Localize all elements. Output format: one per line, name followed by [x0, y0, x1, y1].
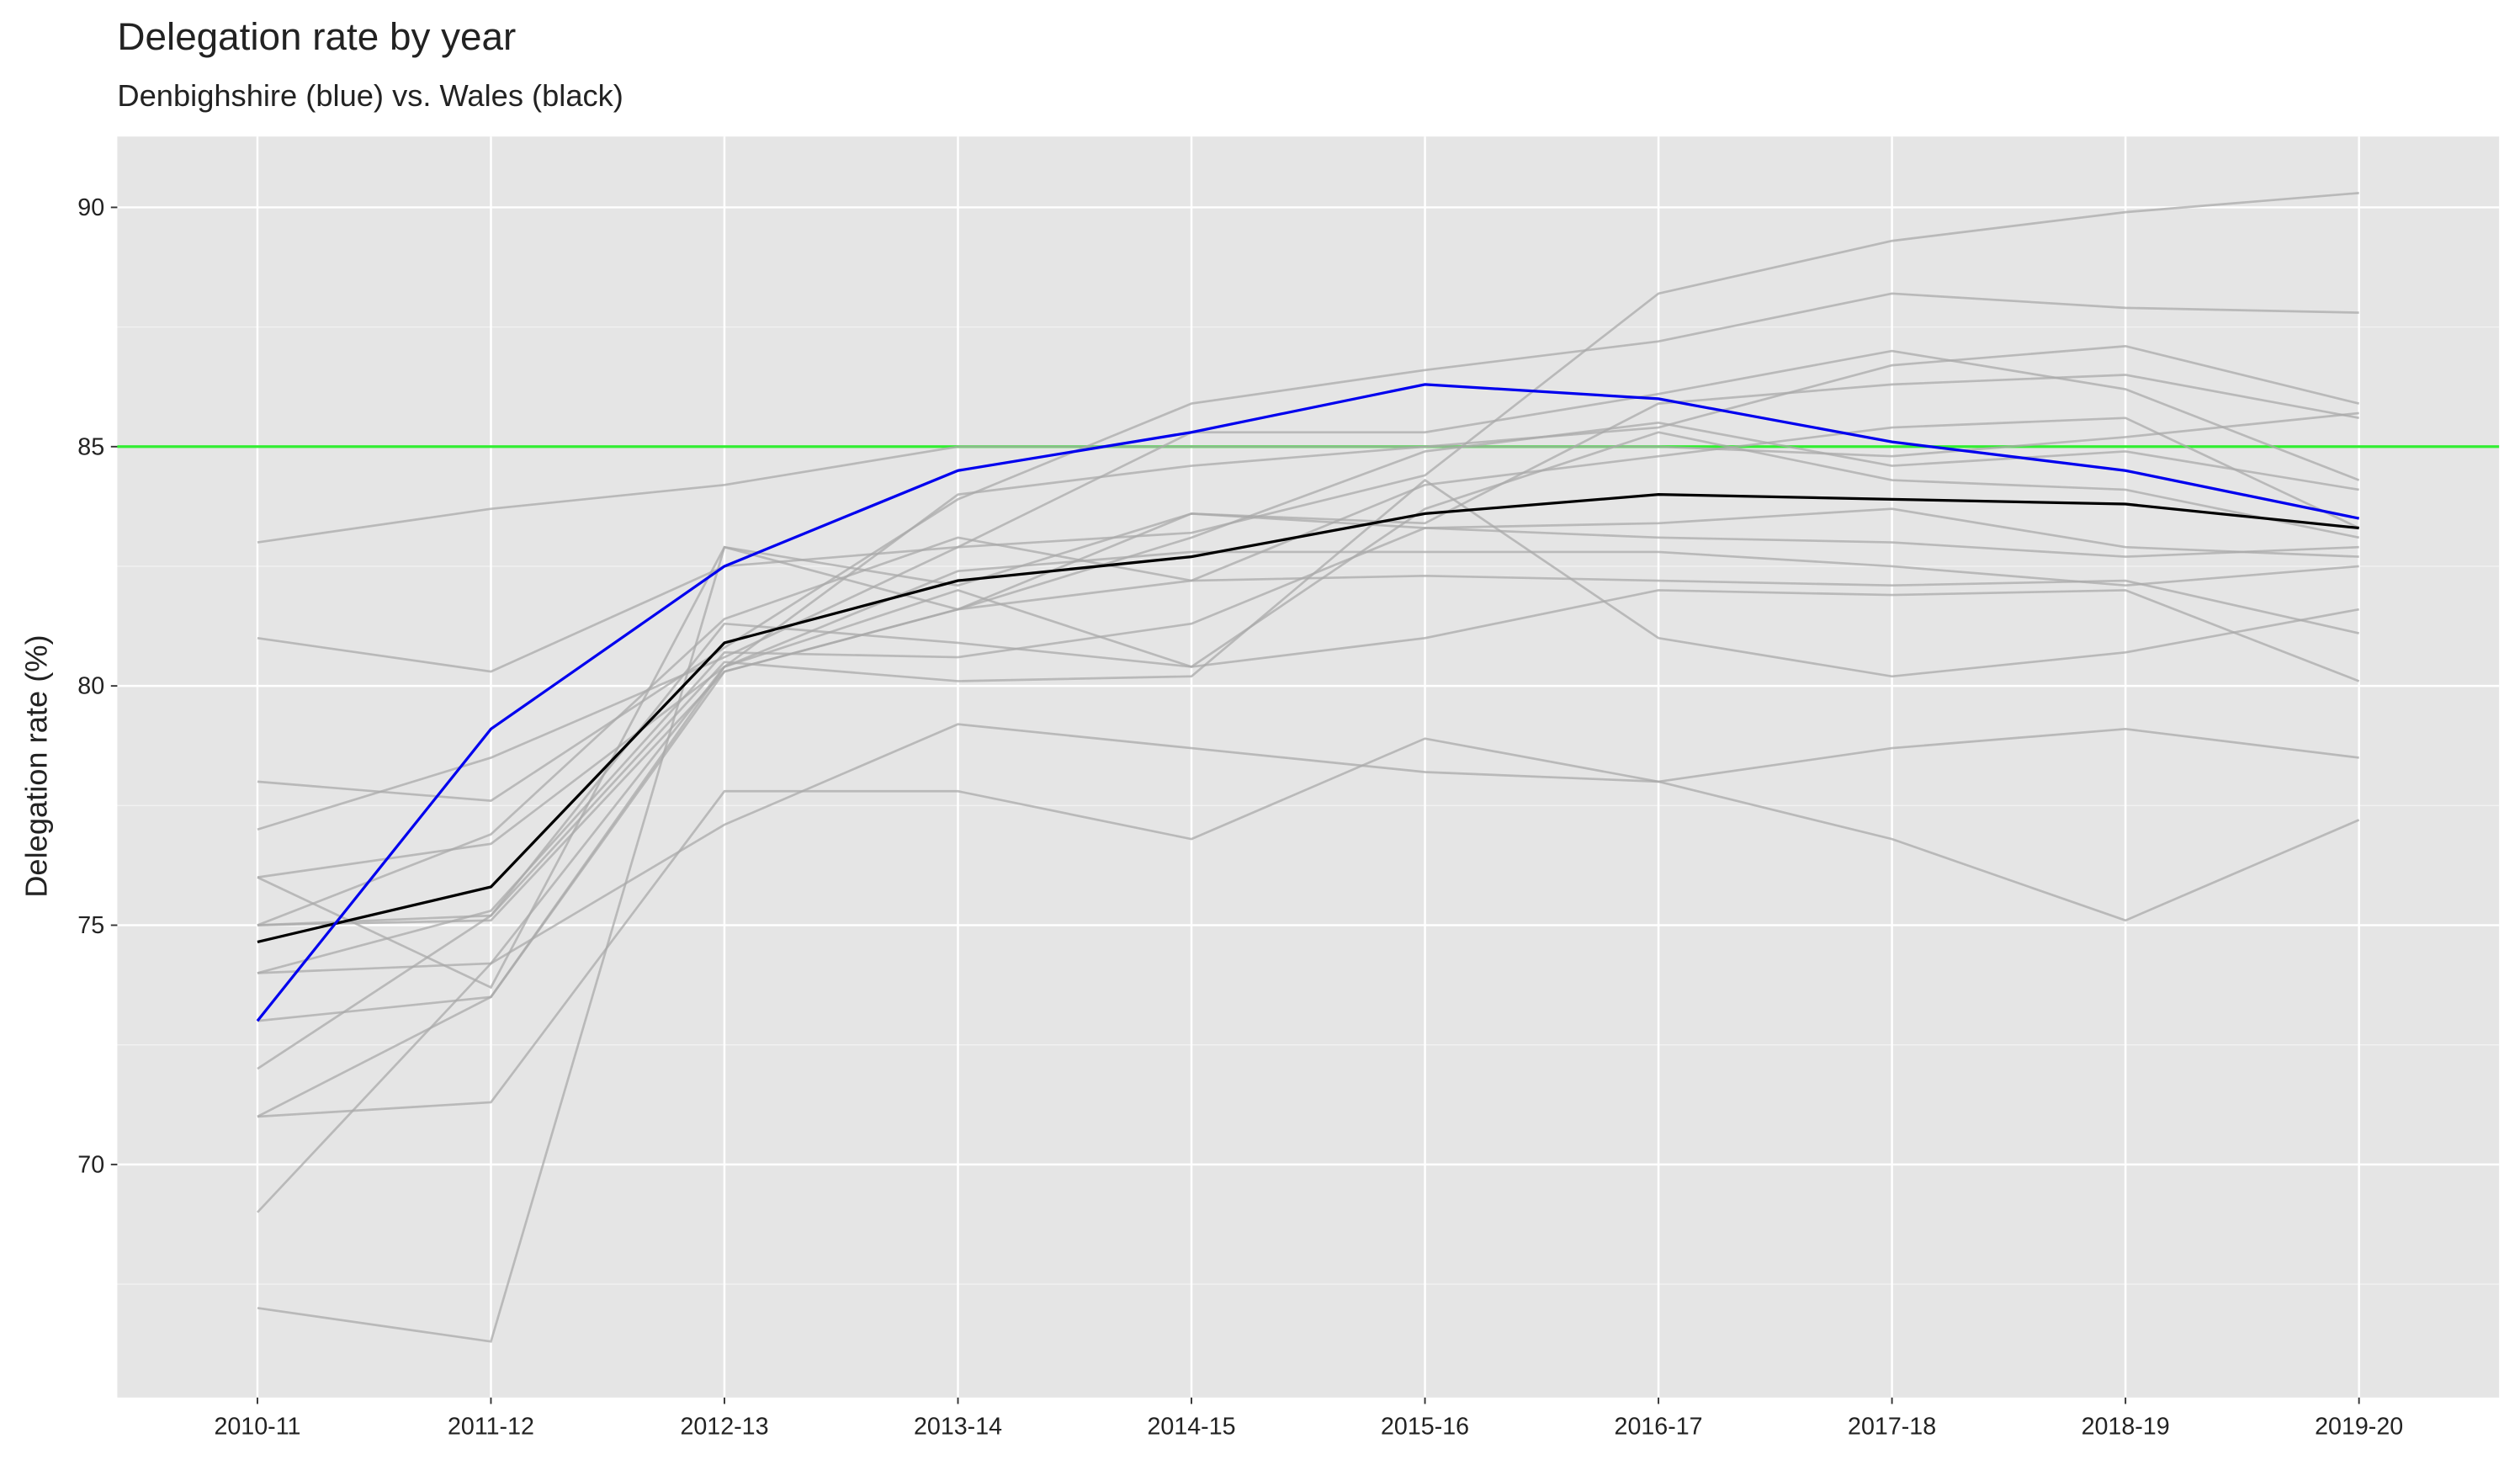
series-line	[257, 493, 2359, 943]
y-tick-label: 90	[77, 194, 104, 221]
y-tick-label: 85	[77, 433, 104, 460]
series-line	[257, 417, 2360, 926]
plot-panel	[117, 136, 2500, 1398]
series-line	[256, 723, 2360, 1213]
series-line	[257, 345, 2359, 878]
series-line	[257, 349, 2360, 831]
y-tick-label: 80	[77, 673, 104, 700]
y-tick-label: 75	[77, 912, 104, 939]
series-line	[257, 589, 2360, 926]
x-tick-label: 2019-20	[2315, 1414, 2403, 1441]
series-line	[257, 527, 2359, 974]
x-tick-label: 2014-15	[1147, 1414, 1235, 1441]
series-line	[257, 507, 2359, 1022]
x-tick-label: 2017-18	[1848, 1414, 1936, 1441]
chart-title: Delegation rate by year	[117, 15, 516, 58]
x-tick-label: 2018-19	[2082, 1414, 2170, 1441]
series-line	[257, 545, 2359, 1343]
series-line	[257, 550, 2359, 1118]
series-line	[257, 374, 2359, 990]
series-line	[257, 292, 2359, 803]
chart-subtitle: Denbighshire (blue) vs. Wales (black)	[117, 78, 623, 113]
series-line	[257, 192, 2359, 673]
x-tick-label: 2012-13	[680, 1414, 768, 1441]
x-tick-label: 2015-16	[1381, 1414, 1469, 1441]
x-tick-label: 2016-17	[1615, 1414, 1703, 1441]
series-line	[257, 422, 2359, 926]
series-line	[257, 411, 2359, 544]
y-axis-label: Delegation rate (%)	[19, 634, 53, 897]
x-tick-label: 2013-14	[914, 1414, 1002, 1441]
x-tick-label: 2010-11	[214, 1414, 300, 1441]
y-tick-label: 70	[77, 1151, 104, 1178]
series-line	[257, 431, 2359, 974]
x-tick-label: 2011-12	[448, 1414, 534, 1441]
series-line	[256, 383, 2359, 1022]
